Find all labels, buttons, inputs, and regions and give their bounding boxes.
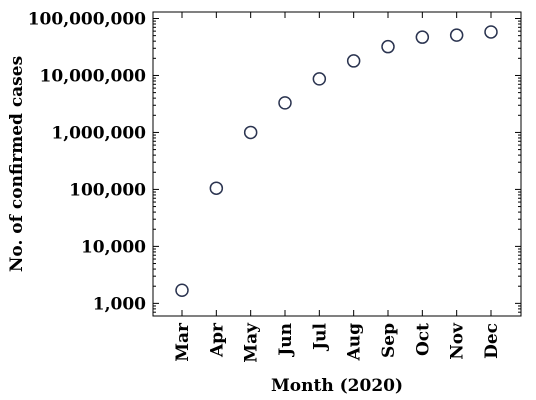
plot-area: 1,000 10,000 100,000 1,000,000 10,000,000 100… [28,9,521,362]
x-axis-title: Month (2020) [271,376,403,396]
y-tick-label: 10,000,000 [40,66,147,86]
x-tick-label: Oct [413,323,433,356]
x-tick-label: May [242,322,262,363]
plot-frame [153,12,521,316]
y-tick-label: 100,000 [69,180,146,200]
x-tick-label: Dec [482,323,502,359]
data-point [416,31,428,43]
data-point [485,26,497,38]
y-axis-title: No. of confirmed cases [7,56,27,272]
data-point [245,126,257,138]
data-point [451,29,463,41]
x-tick-label: Jul [310,322,330,351]
x-tick-label: Mar [173,322,193,362]
x-tick-label: Aug [345,323,365,362]
x-tick-label: Apr [207,322,227,358]
x-tick-label: Nov [448,322,468,360]
data-point [210,182,222,194]
y-tick-label: 1,000,000 [51,123,146,143]
x-tick-label: Jun [276,323,296,358]
y-tick-label: 1,000 [93,294,146,314]
data-point [279,97,291,109]
data-point [313,73,325,85]
data-point [382,41,394,53]
data-point [348,55,360,67]
y-tick-label: 10,000 [81,237,146,257]
x-tick-label: Sep [379,323,399,358]
y-tick-label: 100,000,000 [28,9,146,29]
data-point [176,284,188,296]
